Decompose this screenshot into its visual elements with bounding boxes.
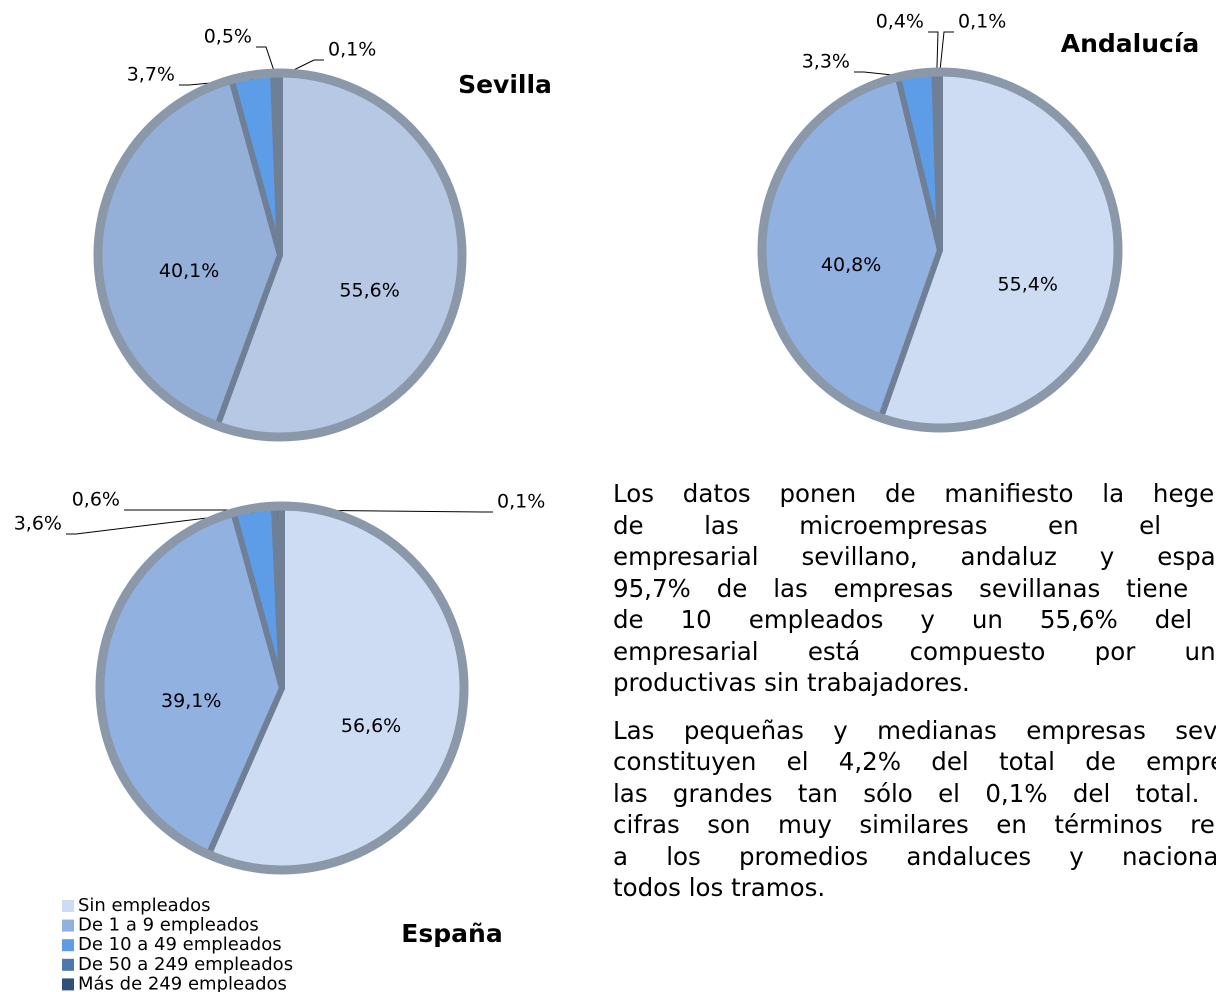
paragraph: Los datos ponen de manifiesto la hegemo d… — [613, 478, 1216, 699]
text-line: empresarial está compuesto por unida — [613, 636, 1216, 666]
paragraph: Las pequeñas y medianas empresas sevilla… — [613, 715, 1216, 904]
value-label: 3,3% — [802, 51, 850, 73]
text-line: productivas sin trabajadores. — [613, 668, 970, 697]
value-label: 56,6% — [341, 715, 401, 737]
text-line: a los promedios andaluces y nacionales — [613, 841, 1216, 871]
value-label: 39,1% — [161, 690, 221, 712]
chart-title: Andalucía — [1061, 29, 1200, 58]
pie-rim — [757, 67, 1123, 433]
legend-swatch — [62, 978, 74, 991]
leader-line — [938, 31, 954, 77]
text-line: cifras son muy similares en términos rel… — [613, 810, 1216, 839]
value-label: 0,6% — [72, 489, 120, 511]
pie-slice — [275, 70, 283, 258]
pie-rim — [93, 68, 467, 442]
pie-slice — [935, 68, 943, 253]
text-line: de las microempresas en el tej — [613, 510, 1216, 540]
text-line: empresarial sevillano, andaluz y español — [613, 542, 1216, 571]
value-label: 40,8% — [821, 254, 881, 276]
legend-label: De 1 a 9 empleados — [78, 915, 259, 936]
text-line: constituyen el 4,2% del total de empresa — [613, 747, 1216, 776]
text-line: Los datos ponen de manifiesto la hegemo — [613, 479, 1216, 508]
text-line: Las pequeñas y medianas empresas sevilla — [613, 715, 1216, 745]
legend-label: De 10 a 49 empleados — [78, 934, 282, 955]
text-body: Los datos ponen de manifiesto la hegemo d… — [613, 478, 1216, 920]
value-label: 0,1% — [958, 11, 1006, 33]
leader-line — [66, 511, 255, 535]
value-label: 0,1% — [328, 39, 376, 61]
value-label: 0,1% — [497, 491, 545, 513]
legend-label: Sin empleados — [78, 895, 211, 916]
leader-line — [928, 31, 939, 77]
value-label: 0,4% — [876, 11, 924, 33]
legend-swatch — [62, 900, 74, 912]
value-label: 3,7% — [127, 64, 175, 86]
text-line: 95,7% de las empresas sevillanas tiene m… — [613, 573, 1216, 603]
value-label: 3,6% — [14, 513, 62, 535]
legend-swatch — [62, 958, 74, 971]
value-label: 0,5% — [204, 26, 252, 48]
leader-line — [281, 509, 493, 513]
chart-title: Sevilla — [458, 70, 552, 99]
pie-rim — [95, 501, 469, 875]
legend-label: De 50 a 249 empleados — [78, 954, 293, 975]
legend-swatch — [62, 919, 74, 932]
leader-line — [256, 46, 277, 78]
text-line: de 10 empleados y un 55,6% del m — [613, 605, 1216, 634]
value-label: 55,6% — [339, 279, 399, 301]
value-label: 55,4% — [998, 274, 1058, 296]
text-line: las grandes tan sólo el 0,1% del total. … — [613, 778, 1216, 808]
value-label: 40,1% — [159, 260, 219, 282]
chart-title: España — [401, 919, 502, 948]
legend-label: Más de 249 empleados — [78, 973, 287, 992]
legend-swatch — [62, 939, 74, 952]
pie-slice — [277, 503, 285, 691]
text-line: todos los tramos. — [613, 873, 826, 902]
